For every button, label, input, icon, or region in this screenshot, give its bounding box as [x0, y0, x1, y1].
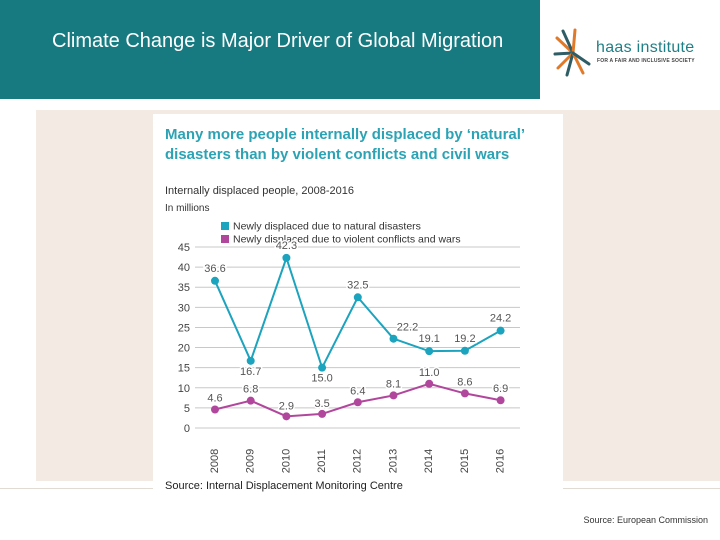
data-label: 19.2 — [454, 333, 475, 345]
data-point — [353, 293, 362, 302]
logo-name: haas institute — [596, 39, 695, 56]
data-point — [460, 346, 469, 355]
x-tick-label: 2009 — [245, 449, 257, 473]
y-tick-label: 25 — [178, 322, 190, 334]
data-label: 36.6 — [204, 263, 225, 275]
x-tick-label: 2012 — [352, 449, 364, 473]
x-tick-label: 2013 — [387, 449, 399, 473]
data-point — [282, 253, 291, 262]
y-tick-label: 35 — [178, 282, 190, 294]
data-label: 6.4 — [350, 385, 365, 397]
x-tick-label: 2015 — [459, 449, 471, 473]
data-point — [389, 334, 398, 343]
data-label: 8.6 — [457, 376, 472, 388]
data-label: 32.5 — [347, 279, 368, 291]
y-tick-label: 40 — [178, 262, 190, 274]
data-point — [389, 391, 398, 400]
y-tick-label: 30 — [178, 302, 190, 314]
data-point — [353, 398, 362, 407]
y-tick-label: 10 — [178, 383, 190, 395]
logo-tagline: FOR A FAIR AND INCLUSIVE SOCIETY — [597, 58, 695, 64]
slide-source: Source: European Commission — [583, 515, 708, 525]
data-label: 19.1 — [418, 333, 439, 345]
data-label: 42.3 — [276, 240, 297, 252]
header-banner — [0, 0, 540, 99]
data-label: 4.6 — [207, 392, 222, 404]
y-tick-label: 0 — [184, 423, 190, 435]
data-label: 24.2 — [490, 313, 511, 325]
data-point — [246, 396, 255, 405]
chart-card — [153, 114, 563, 496]
haas-logo-icon — [553, 28, 591, 77]
data-point — [425, 379, 434, 388]
chart-subtitle: Internally displaced people, 2008-2016 — [165, 185, 354, 197]
chart-title: Many more people internally displaced by… — [165, 126, 525, 163]
data-point — [496, 396, 505, 405]
data-label: 22.2 — [397, 322, 418, 334]
y-tick-label: 20 — [178, 343, 190, 355]
data-label: 2.9 — [279, 400, 294, 412]
slide-title: Climate Change is Major Driver of Global… — [52, 30, 504, 52]
data-point — [282, 412, 291, 421]
legend-swatch — [221, 222, 229, 230]
data-point — [318, 363, 327, 372]
y-axis-unit-label: In millions — [165, 203, 210, 214]
data-point — [246, 356, 255, 365]
y-tick-label: 45 — [178, 242, 190, 254]
legend-label: Newly displaced due to natural disasters — [233, 221, 421, 233]
data-point — [460, 389, 469, 398]
x-tick-label: 2011 — [316, 449, 328, 473]
legend-label: Newly displaced due to violent conflicts… — [233, 234, 461, 246]
data-label: 3.5 — [314, 398, 329, 410]
data-label: 8.1 — [386, 378, 401, 390]
data-label: 11.0 — [419, 367, 440, 379]
data-point — [318, 409, 327, 418]
y-tick-label: 5 — [184, 403, 190, 415]
data-label: 16.7 — [240, 366, 261, 378]
data-label: 15.0 — [311, 373, 332, 385]
y-tick-label: 15 — [178, 363, 190, 375]
data-point — [425, 347, 434, 356]
data-label: 6.8 — [243, 384, 258, 396]
data-point — [496, 326, 505, 335]
legend-swatch — [221, 235, 229, 243]
x-tick-label: 2008 — [209, 449, 221, 473]
data-point — [211, 405, 219, 414]
series-line-0 — [214, 254, 502, 371]
data-label: 6.9 — [493, 383, 508, 395]
x-tick-label: 2016 — [495, 449, 507, 473]
x-tick-label: 2010 — [280, 449, 292, 473]
data-point — [211, 276, 219, 285]
chart-source: Source: Internal Displacement Monitoring… — [165, 480, 403, 492]
x-tick-label: 2014 — [423, 449, 435, 473]
